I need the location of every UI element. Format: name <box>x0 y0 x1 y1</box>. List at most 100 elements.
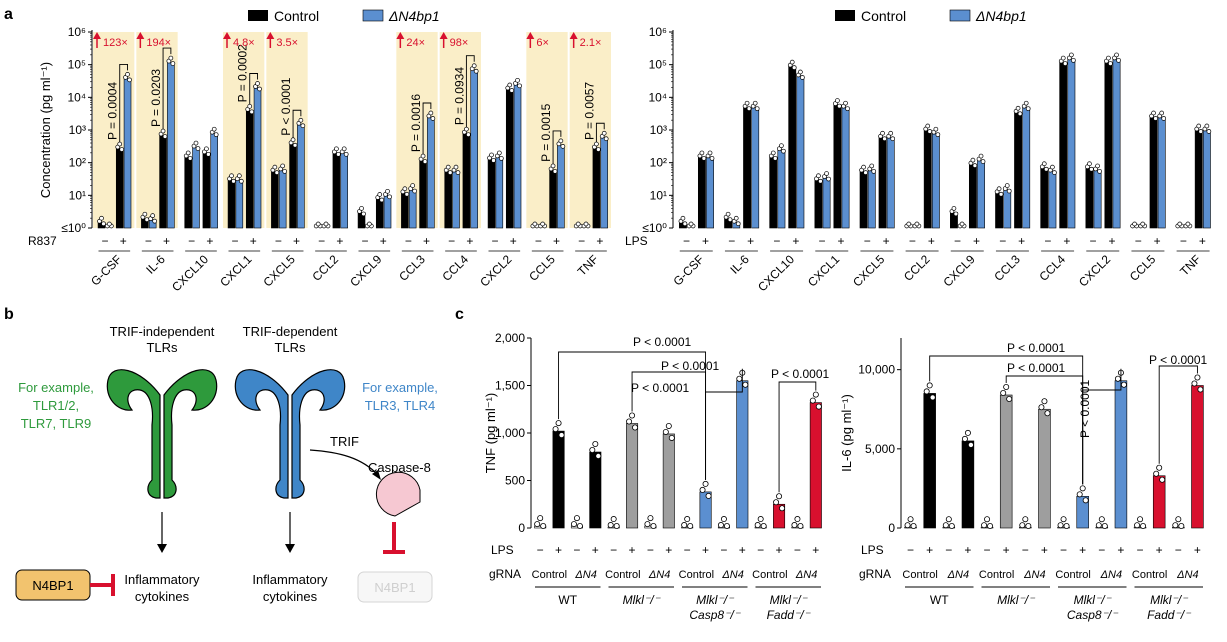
stim-minus: − <box>145 234 152 248</box>
data-point <box>998 191 1004 197</box>
data-point <box>1101 522 1108 529</box>
data-point <box>1156 464 1163 471</box>
bar-cxcl1 <box>822 177 831 229</box>
category-label: CXCL2 <box>1076 252 1113 289</box>
example-right-line1: For example, <box>362 380 438 395</box>
data-point <box>150 213 156 219</box>
data-point <box>843 100 848 106</box>
data-point <box>428 110 434 116</box>
stim-minus: − <box>1090 234 1097 248</box>
bar <box>1095 526 1109 529</box>
stim-plus: + <box>293 234 300 248</box>
data-point <box>791 522 798 529</box>
stim-plus: + <box>702 234 709 248</box>
stim-plus: + <box>336 234 343 248</box>
data-point <box>1116 58 1121 63</box>
category-label: TNF <box>575 252 601 278</box>
y-axis-label: IL-6 (pg ml⁻¹) <box>839 394 854 472</box>
bar-ccl3 <box>1022 106 1031 229</box>
data-point <box>871 169 877 174</box>
data-point <box>455 170 461 175</box>
grna-n4: ΔN4 <box>947 569 969 581</box>
panel-letter-a: a <box>4 6 13 23</box>
category-label: IL-6 <box>727 252 752 277</box>
data-point <box>1023 100 1029 106</box>
bar-g-csf <box>115 147 124 229</box>
data-point <box>907 516 914 523</box>
stim-plus: + <box>1018 234 1025 248</box>
lps-tick: − <box>1137 543 1144 557</box>
inflammatory-right: Inflammatory <box>252 572 328 587</box>
data-point <box>555 420 562 427</box>
data-point <box>170 61 176 66</box>
bar-ccl3 <box>419 159 427 229</box>
fold-arrowhead <box>93 32 101 39</box>
data-point <box>869 163 875 169</box>
data-point <box>1172 522 1179 529</box>
lps-tick: + <box>592 543 599 557</box>
data-point <box>933 126 939 132</box>
bar <box>1038 408 1051 529</box>
bar-cxcl1 <box>841 106 850 229</box>
data-point <box>575 221 581 227</box>
bar <box>1114 380 1128 529</box>
example-right-line2: TLR3, TLR4 <box>365 398 436 413</box>
data-point <box>984 516 991 523</box>
data-point <box>1194 374 1201 381</box>
data-point <box>1196 123 1202 129</box>
data-point <box>725 211 731 217</box>
stim-minus: − <box>773 234 780 248</box>
bar-g-csf <box>706 156 714 229</box>
data-point <box>723 522 730 529</box>
pvalue-bracket <box>249 73 258 105</box>
pvalue-label: P < 0.0001 <box>279 77 293 135</box>
data-point <box>699 486 706 493</box>
bar-cxcl9 <box>968 163 977 229</box>
data-point <box>1206 129 1212 134</box>
data-point <box>926 382 933 389</box>
stim-plus: + <box>1109 234 1116 248</box>
y-tick-label: 10⁶ <box>68 25 86 39</box>
data-point <box>1153 470 1160 477</box>
data-point <box>702 480 709 487</box>
stim-minus: − <box>101 234 108 248</box>
bar-cxcl9 <box>977 159 985 229</box>
data-point <box>818 178 823 184</box>
bar-tnf <box>1194 129 1203 229</box>
data-point <box>1015 105 1021 111</box>
y-tick-label: 10² <box>69 156 86 170</box>
y-tick-label: 10² <box>650 156 667 170</box>
panel-letter-c: c <box>455 306 464 323</box>
stim-minus: − <box>491 234 498 248</box>
data-point <box>733 215 739 221</box>
pvalue-bracket <box>119 63 128 143</box>
bar <box>681 526 694 529</box>
category-label: CXCL5 <box>850 252 887 289</box>
grna-n4: ΔN4 <box>648 569 670 581</box>
data-point <box>996 186 1002 192</box>
category-label: CCL4 <box>440 252 472 284</box>
data-point <box>412 188 418 194</box>
category-label: TNF <box>1177 252 1203 278</box>
data-point <box>238 178 244 184</box>
bar <box>552 430 565 529</box>
data-point <box>99 215 104 221</box>
stim-minus: − <box>954 234 961 248</box>
data-point <box>1153 116 1158 121</box>
pvalue-bracket <box>778 381 817 493</box>
data-point <box>882 136 887 142</box>
bar-ccl5 <box>549 169 557 229</box>
data-point <box>142 211 148 217</box>
fold-change-label: 2.1× <box>580 37 602 49</box>
grna-control: Control <box>979 569 1014 581</box>
stim-minus: − <box>318 234 325 248</box>
data-point <box>292 142 298 148</box>
data-point <box>797 522 804 529</box>
lps-tick: + <box>1041 543 1048 557</box>
legend-swatch-n4 <box>362 9 384 22</box>
data-point <box>596 147 601 152</box>
bar-cxcl1 <box>245 110 254 229</box>
data-point <box>187 156 193 161</box>
data-point <box>532 221 538 227</box>
data-point <box>290 137 296 143</box>
